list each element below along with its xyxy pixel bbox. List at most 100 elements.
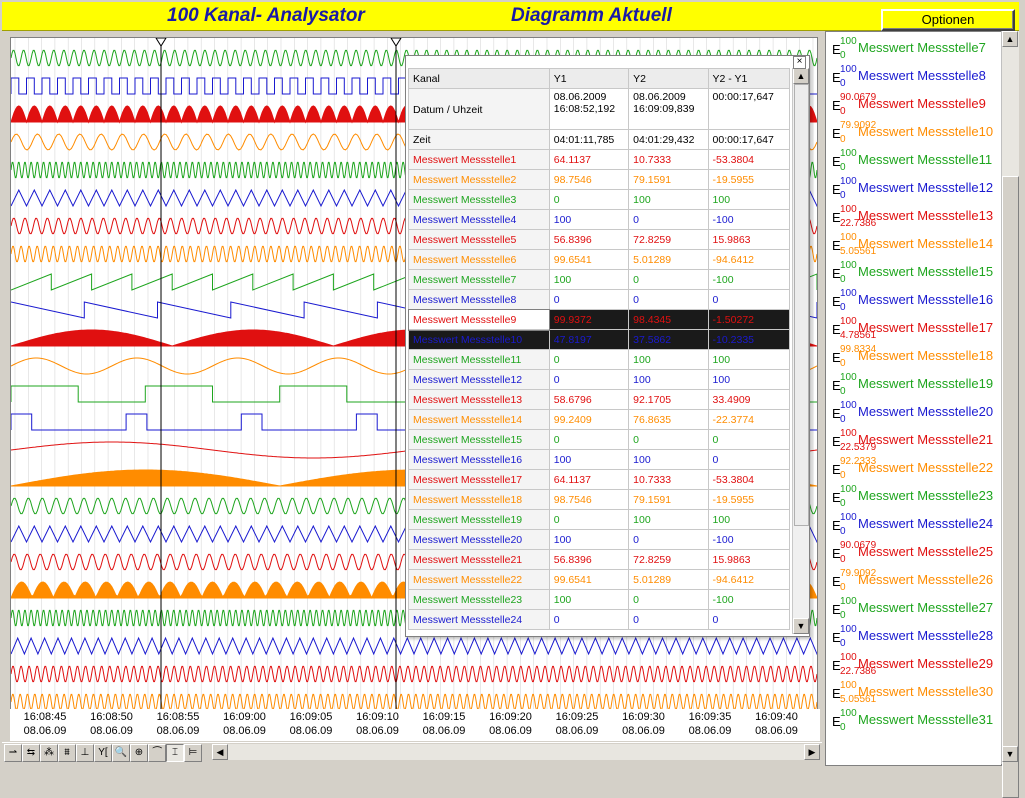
- cursor-icon[interactable]: ⇀: [4, 744, 22, 762]
- value-diff: -94.6412: [707, 249, 791, 270]
- table-row[interactable]: Messwert Messstelle5 56.8396 72.8259 15.986…: [408, 229, 791, 250]
- value-y2: 79.1591: [628, 169, 709, 190]
- close-icon[interactable]: ×: [793, 56, 806, 69]
- time-label: Zeit: [408, 129, 550, 150]
- legend-scroll-up-icon[interactable]: ▲: [1002, 31, 1018, 47]
- legend-item[interactable]: E 100 5.05561 Messwert Messstelle30: [830, 680, 1000, 708]
- legend-item[interactable]: E 100 0 Messwert Messstelle19: [830, 372, 1000, 400]
- legend-min: 5.05561: [840, 694, 877, 705]
- cursor-split-icon[interactable]: ⊨: [184, 744, 202, 762]
- legend-item[interactable]: E 100 22.5379 Messwert Messstelle21: [830, 428, 1000, 456]
- legend-label: Messwert Messstelle28: [858, 628, 994, 643]
- table-row[interactable]: Messwert Messstelle23 100 0 -100: [408, 589, 791, 610]
- table-scrollbar[interactable]: ▲ ▼: [792, 68, 809, 634]
- legend-item[interactable]: E 100 0 Messwert Messstelle12: [830, 176, 1000, 204]
- legend-max: 100: [840, 148, 857, 159]
- table-row[interactable]: Messwert Messstelle8 0 0 0: [408, 289, 791, 310]
- legend-item[interactable]: E 100 0 Messwert Messstelle23: [830, 484, 1000, 512]
- table-row[interactable]: Messwert Messstelle4 100 0 -100: [408, 209, 791, 230]
- table-row[interactable]: Messwert Messstelle11 0 100 100: [408, 349, 791, 370]
- zoom-vertical-icon[interactable]: ⩩: [58, 744, 76, 762]
- horizontal-scrollbar[interactable]: ◀ ▶: [212, 744, 820, 760]
- legend-item[interactable]: E 100 0 Messwert Messstelle20: [830, 400, 1000, 428]
- legend-item[interactable]: E 90.0679 0 Messwert Messstelle25: [830, 540, 1000, 568]
- time-tick: 16:09:15 08.06.09: [409, 710, 479, 738]
- cursor-handle-icon[interactable]: [390, 38, 402, 47]
- table-row[interactable]: Messwert Messstelle2 98.7546 79.1591 -19.59…: [408, 169, 791, 190]
- legend-scroll-thumb[interactable]: [1002, 176, 1019, 798]
- table-scroll-up-icon[interactable]: ▲: [793, 68, 809, 84]
- options-button[interactable]: Optionen: [881, 9, 1015, 31]
- table-row[interactable]: Messwert Messstelle17 64.1137 10.7333 -53.3…: [408, 469, 791, 490]
- cursor-values-table: Kanal Y1 Y2 Y2 - Y1 Datum / Uhzeit 08.06.2009…: [407, 68, 791, 630]
- table-row[interactable]: Messwert Messstelle6 99.6541 5.01289 -94.64…: [408, 249, 791, 270]
- legend-item[interactable]: E 100 0 Messwert Messstelle16: [830, 288, 1000, 316]
- value-diff: 0: [707, 609, 791, 630]
- table-row[interactable]: Messwert Messstelle9 99.9372 98.4345 -1.502…: [407, 308, 791, 331]
- legend-scrollbar[interactable]: ▲ ▼: [1001, 31, 1019, 798]
- legend-item[interactable]: E 90.0679 0 Messwert Messstelle9: [830, 92, 1000, 120]
- time-tick: 16:09:10 08.06.09: [343, 710, 413, 738]
- legend-item[interactable]: E 100 5.05561 Messwert Messstelle14: [830, 232, 1000, 260]
- legend-min: 0: [840, 50, 846, 61]
- legend-item[interactable]: E 99.8334 0 Messwert Messstelle18: [830, 344, 1000, 372]
- legend-item[interactable]: E 100 0 Messwert Messstelle11: [830, 148, 1000, 176]
- value-y2: 100: [628, 349, 709, 370]
- axis-marker-icon: E: [832, 182, 841, 197]
- table-row[interactable]: Messwert Messstelle21 56.8396 72.8259 15.98…: [408, 549, 791, 570]
- legend-scroll-down-icon[interactable]: ▼: [1002, 746, 1018, 762]
- scroll-right-icon[interactable]: ▶: [804, 744, 820, 760]
- cursor-lines-icon[interactable]: ⌶: [166, 744, 184, 762]
- legend-item[interactable]: E 100 4.78561 Messwert Messstelle17: [830, 316, 1000, 344]
- table-row[interactable]: Messwert Messstelle24 0 0 0: [408, 609, 791, 630]
- legend-min: 0: [840, 274, 846, 285]
- value-y2: 5.01289: [628, 249, 709, 270]
- value-y1: 58.6796: [548, 389, 630, 410]
- legend-item[interactable]: E 100 22.7386 Messwert Messstelle13: [830, 204, 1000, 232]
- legend-item[interactable]: E 100 0 Messwert Messstelle7: [830, 36, 1000, 64]
- legend-item[interactable]: E 100 0 Messwert Messstelle8: [830, 64, 1000, 92]
- legend-item[interactable]: E 100 0 Messwert Messstelle28: [830, 624, 1000, 652]
- legend-item[interactable]: E 79.9092 0 Messwert Messstelle10: [830, 120, 1000, 148]
- table-row[interactable]: Messwert Messstelle7 100 0 -100: [408, 269, 791, 290]
- axis-marker-icon: E: [832, 602, 841, 617]
- axis-marker-icon: E: [832, 714, 841, 729]
- scroll-left-icon[interactable]: ◀: [212, 744, 228, 760]
- table-row[interactable]: Messwert Messstelle19 0 100 100: [408, 509, 791, 530]
- table-row[interactable]: Messwert Messstelle1 64.1137 10.7333 -53.38…: [408, 149, 791, 170]
- legend-item[interactable]: E 100 0 Messwert Messstelle15: [830, 260, 1000, 288]
- table-row[interactable]: Messwert Messstelle14 99.2409 76.8635 -22.3…: [408, 409, 791, 430]
- table-row[interactable]: Messwert Messstelle18 98.7546 79.1591 -19.5…: [408, 489, 791, 510]
- measure-icon[interactable]: ⊥: [76, 744, 94, 762]
- value-y2: 0: [628, 269, 709, 290]
- legend-item[interactable]: E 100 0 Messwert Messstelle31: [830, 708, 1000, 736]
- table-row[interactable]: Messwert Messstelle10 47.8197 37.5862 -10.2…: [408, 329, 791, 350]
- cursor-pair-icon[interactable]: ⇆: [22, 744, 40, 762]
- legend-item[interactable]: E 100 0 Messwert Messstelle24: [830, 512, 1000, 540]
- legend-item[interactable]: E 100 0 Messwert Messstelle27: [830, 596, 1000, 624]
- legend-item[interactable]: E 100 22.7386 Messwert Messstelle29: [830, 652, 1000, 680]
- table-row[interactable]: Messwert Messstelle13 58.6796 92.1705 33.49…: [408, 389, 791, 410]
- time-tick-date: 08.06.09: [289, 725, 333, 737]
- table-row[interactable]: Messwert Messstelle20 100 0 -100: [408, 529, 791, 550]
- table-scroll-thumb[interactable]: [794, 84, 809, 526]
- legend-item[interactable]: E 79.9092 0 Messwert Messstelle26: [830, 568, 1000, 596]
- table-row[interactable]: Messwert Messstelle15 0 0 0: [408, 429, 791, 450]
- table-row[interactable]: Messwert Messstelle12 0 100 100: [408, 369, 791, 390]
- table-row[interactable]: Messwert Messstelle22 99.6541 5.01289 -94.6…: [408, 569, 791, 590]
- legend-item[interactable]: E 92.2333 0 Messwert Messstelle22: [830, 456, 1000, 484]
- auto-scale-icon[interactable]: ⏜: [148, 744, 166, 762]
- time-tick-time: 16:09:15: [422, 711, 466, 723]
- table-row[interactable]: Messwert Messstelle16 100 100 0: [408, 449, 791, 470]
- table-scroll-down-icon[interactable]: ▼: [793, 618, 809, 634]
- cursor-handle-icon[interactable]: [155, 38, 167, 47]
- y-axis-icon[interactable]: Y[: [94, 744, 112, 762]
- channel-name: Messwert Messstelle8: [408, 289, 550, 310]
- value-y2: 79.1591: [628, 489, 709, 510]
- legend-max: 100: [840, 512, 857, 523]
- table-row[interactable]: Messwert Messstelle3 0 100 100: [408, 189, 791, 210]
- zoom-horizontal-icon[interactable]: ⁂: [40, 744, 58, 762]
- zoom-in-icon[interactable]: ⊕: [130, 744, 148, 762]
- search-icon[interactable]: 🔍: [112, 744, 130, 762]
- channel-name: Messwert Messstelle21: [408, 549, 550, 570]
